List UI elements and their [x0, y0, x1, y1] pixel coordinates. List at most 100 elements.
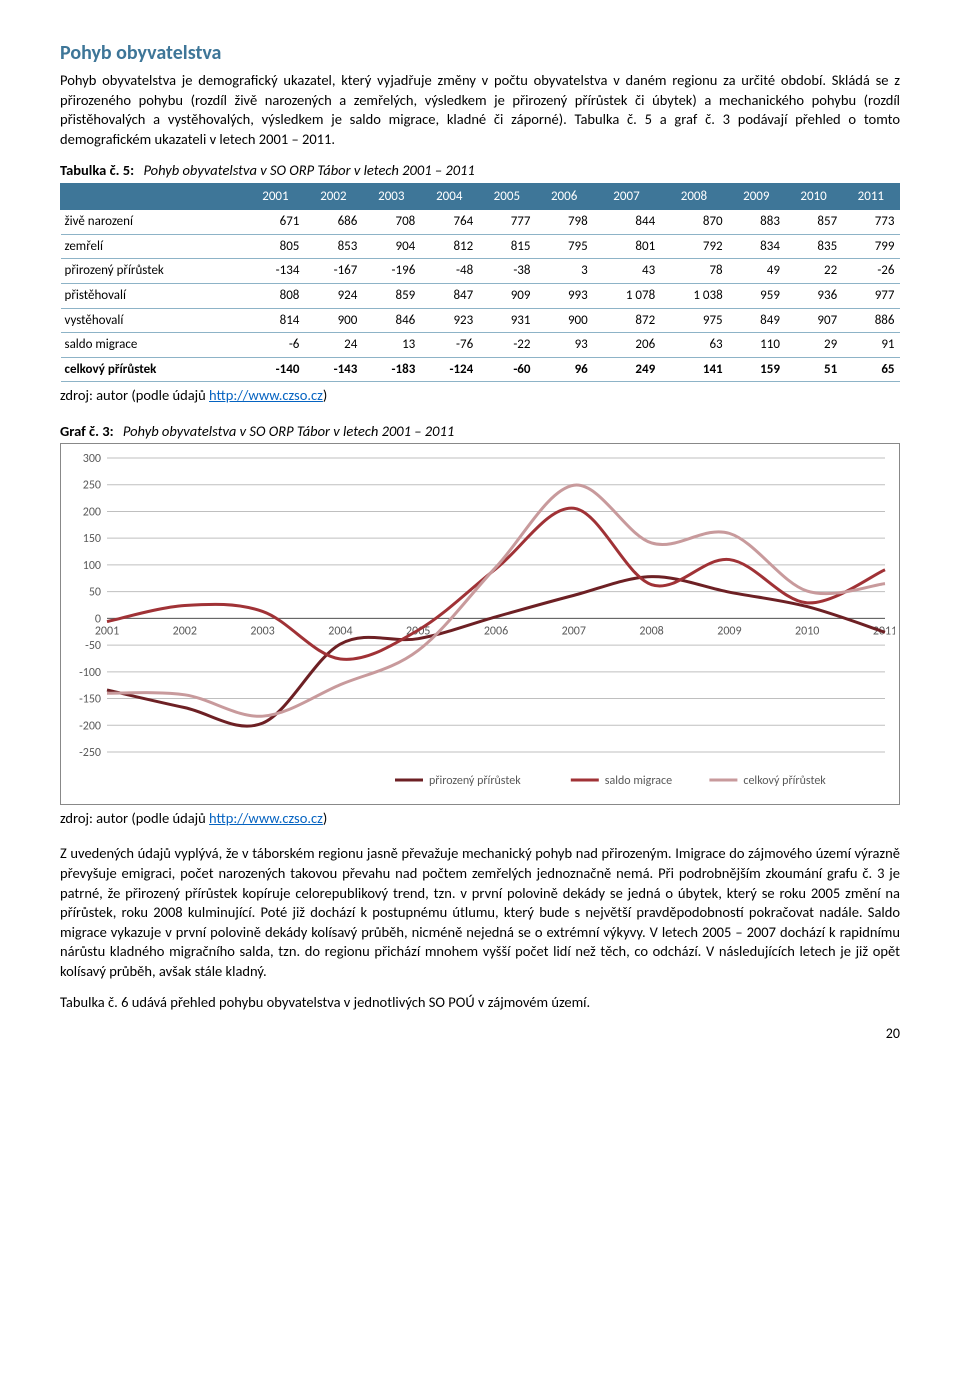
table-row: přistěhovalí8089248598479099931 0781 038… [61, 284, 900, 309]
table-cell: 993 [535, 284, 592, 309]
table-cell: 923 [420, 308, 478, 333]
source-suffix-2: ) [323, 809, 327, 827]
table-cell: -26 [842, 259, 899, 284]
svg-text:2009: 2009 [717, 625, 741, 639]
table-cell: 141 [660, 357, 727, 382]
body-paragraph-3: Tabulka č. 6 udává přehled pohybu obyvat… [60, 993, 900, 1013]
table-cell: 936 [785, 284, 842, 309]
table-cell: -140 [246, 357, 304, 382]
svg-text:-150: -150 [79, 693, 101, 707]
table-cell: 846 [362, 308, 420, 333]
table-cell: 65 [842, 357, 899, 382]
table-cell: 907 [785, 308, 842, 333]
table-cell: 883 [728, 210, 785, 235]
legend-label: celkový přírůstek [743, 774, 826, 788]
table-caption-prefix: Tabulka č. 5: [60, 161, 134, 179]
table-cell: 1 038 [660, 284, 727, 309]
legend-label: saldo migrace [605, 774, 672, 788]
table-cell: 91 [842, 333, 899, 358]
svg-text:200: 200 [83, 506, 101, 520]
source-suffix: ) [323, 386, 327, 404]
table-row: živě narození671686708764777798844870883… [61, 210, 900, 235]
table-cell: 808 [246, 284, 304, 309]
line-chart: -250-200-150-100-50050100150200250300200… [65, 448, 895, 798]
svg-text:-200: -200 [79, 720, 101, 734]
intro-paragraph: Pohyb obyvatelstva je demografický ukaza… [60, 71, 900, 149]
table-cell: 853 [304, 234, 362, 259]
table-cell: 801 [593, 234, 660, 259]
source-prefix-2: zdroj: autor (podle údajů [60, 809, 209, 827]
table-cell: 815 [478, 234, 535, 259]
svg-text:100: 100 [83, 559, 101, 573]
table-cell: 834 [728, 234, 785, 259]
table-cell: 773 [842, 210, 899, 235]
table-cell: 22 [785, 259, 842, 284]
svg-text:2008: 2008 [639, 625, 663, 639]
table-cell: 900 [304, 308, 362, 333]
table-cell: 249 [593, 357, 660, 382]
table-cell: 1 078 [593, 284, 660, 309]
table-cell: -167 [304, 259, 362, 284]
svg-text:2004: 2004 [328, 625, 352, 639]
table-cell: 900 [535, 308, 592, 333]
table-cell: 795 [535, 234, 592, 259]
table-cell: 43 [593, 259, 660, 284]
legend-label: přirozený přírůstek [429, 774, 521, 788]
table-header-year: 2003 [362, 183, 420, 210]
table-row-label: celkový přírůstek [61, 357, 247, 382]
table-cell: 110 [728, 333, 785, 358]
svg-text:150: 150 [83, 532, 101, 546]
svg-text:2003: 2003 [250, 625, 274, 639]
table-source: zdroj: autor (podle údajů http://www.czs… [60, 386, 900, 406]
table-cell: 844 [593, 210, 660, 235]
page-number: 20 [60, 1025, 900, 1044]
table-cell: -22 [478, 333, 535, 358]
svg-text:-50: -50 [85, 639, 101, 653]
table-header-blank [61, 183, 247, 210]
table-row-label: živě narození [61, 210, 247, 235]
table-row: celkový přírůstek-140-143-183-124-609624… [61, 357, 900, 382]
body-paragraph-2: Z uvedených údajů vyplývá, že v táborské… [60, 844, 900, 981]
table-cell: -196 [362, 259, 420, 284]
table-cell: 159 [728, 357, 785, 382]
chart-container: -250-200-150-100-50050100150200250300200… [60, 443, 900, 805]
table-cell: 849 [728, 308, 785, 333]
table-row-label: saldo migrace [61, 333, 247, 358]
table-cell: -134 [246, 259, 304, 284]
table-cell: 63 [660, 333, 727, 358]
table-cell: 206 [593, 333, 660, 358]
section-title: Pohyb obyvatelstva [60, 40, 900, 67]
chart-caption-prefix: Graf č. 3: [60, 422, 114, 440]
table-cell: 909 [478, 284, 535, 309]
table-cell: 96 [535, 357, 592, 382]
table-header-year: 2011 [842, 183, 899, 210]
table-row-label: zemřelí [61, 234, 247, 259]
table-cell: -143 [304, 357, 362, 382]
source-prefix: zdroj: autor (podle údajů [60, 386, 209, 404]
table-header-year: 2001 [246, 183, 304, 210]
table-header-year: 2005 [478, 183, 535, 210]
table-cell: -76 [420, 333, 478, 358]
table-cell: 857 [785, 210, 842, 235]
table-row: vystěhovalí81490084692393190087297584990… [61, 308, 900, 333]
table-cell: -6 [246, 333, 304, 358]
table-cell: 777 [478, 210, 535, 235]
table-cell: 975 [660, 308, 727, 333]
table-cell: 931 [478, 308, 535, 333]
svg-text:-100: -100 [79, 666, 101, 680]
table-header-year: 2008 [660, 183, 727, 210]
table-cell: 764 [420, 210, 478, 235]
table-header-year: 2006 [535, 183, 592, 210]
table-header-year: 2007 [593, 183, 660, 210]
table-cell: 805 [246, 234, 304, 259]
svg-text:2002: 2002 [173, 625, 197, 639]
source-link[interactable]: http://www.czso.cz [209, 386, 323, 404]
chart-source: zdroj: autor (podle údajů http://www.czs… [60, 809, 900, 829]
svg-text:2010: 2010 [795, 625, 819, 639]
table-cell: 847 [420, 284, 478, 309]
table-caption: Tabulka č. 5: Pohyb obyvatelstva v SO OR… [60, 161, 900, 181]
source-link-2[interactable]: http://www.czso.cz [209, 809, 323, 827]
table-header-year: 2002 [304, 183, 362, 210]
table-cell: 24 [304, 333, 362, 358]
table-cell: 924 [304, 284, 362, 309]
